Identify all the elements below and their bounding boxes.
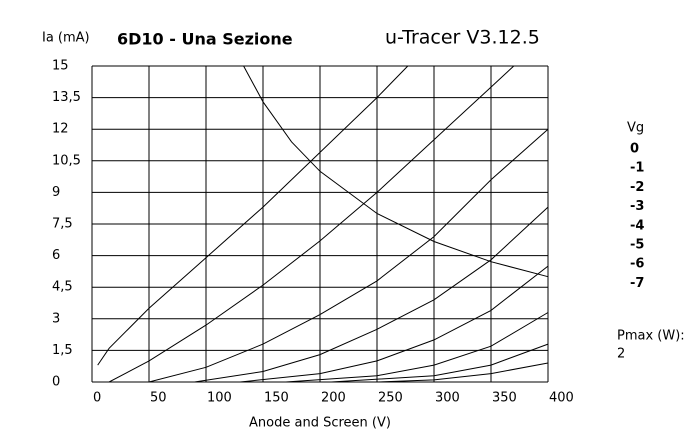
y-tick-label: 10,5: [52, 153, 81, 168]
line-series: [376, 362, 549, 383]
y-tick-label: 12: [52, 122, 69, 137]
x-tick-label: 50: [150, 391, 167, 406]
line-series: [194, 206, 549, 383]
chart-title: 6D10 - Una Sezione: [117, 30, 293, 49]
y-tick-label: 0: [52, 375, 60, 390]
pmax-label: Pmax (W):: [617, 329, 685, 344]
x-tick-label: 150: [264, 391, 289, 406]
power-curve: [243, 65, 549, 278]
line-series: [285, 312, 549, 383]
legend-entry: -6: [630, 257, 644, 272]
legend-title: Vg: [627, 121, 644, 136]
x-tick-label: 400: [549, 391, 574, 406]
chart-subtitle: u-Tracer V3.12.5: [385, 27, 540, 49]
y-axis-label: Ia (mA): [42, 31, 90, 46]
y-tick-label: 1,5: [52, 343, 73, 358]
legend-entry: -4: [630, 218, 644, 233]
legend-entry: -1: [630, 161, 644, 176]
x-tick-label: 100: [207, 391, 232, 406]
line-series: [148, 128, 549, 383]
pmax-value: 2: [617, 347, 625, 362]
y-tick-label: 13,5: [52, 90, 81, 105]
legend-entry: -3: [630, 199, 644, 214]
x-axis-label: Anode and Screen (V): [249, 416, 391, 431]
x-tick-label: 200: [321, 391, 346, 406]
legend-entry: -5: [630, 238, 644, 253]
line-series: [97, 65, 409, 366]
x-tick-label: 300: [435, 391, 460, 406]
y-tick-label: 6: [52, 248, 60, 263]
legend-entry: -7: [630, 276, 644, 291]
y-tick-label: 4,5: [52, 280, 73, 295]
x-tick-label: 250: [378, 391, 403, 406]
legend-entry: 0: [630, 142, 639, 157]
x-tick-label: 0: [93, 391, 101, 406]
line-series: [331, 343, 549, 383]
legend-entry: -2: [630, 180, 644, 195]
line-series: [240, 265, 549, 383]
y-tick-label: 15: [52, 59, 69, 74]
y-tick-label: 3: [52, 311, 60, 326]
line-series: [108, 65, 515, 383]
y-tick-label: 9: [52, 185, 60, 200]
x-tick-label: 350: [492, 391, 517, 406]
y-tick-label: 7,5: [52, 217, 73, 232]
